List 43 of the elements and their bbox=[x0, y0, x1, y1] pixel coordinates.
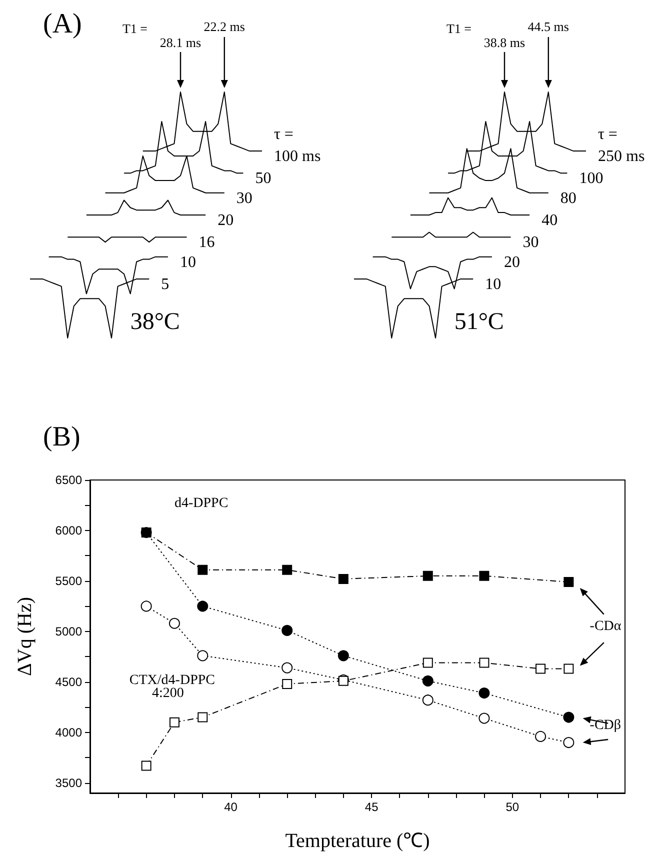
y-tick-label: 3500 bbox=[55, 776, 82, 790]
annotation: -CDα bbox=[590, 619, 622, 634]
text: 28.1 ms bbox=[160, 35, 202, 50]
x-tick-label: 40 bbox=[224, 800, 238, 814]
chart-title: (B) bbox=[43, 422, 80, 452]
series-label: 16 bbox=[198, 234, 215, 252]
text: τ = bbox=[598, 126, 618, 144]
chart-title: (A) bbox=[43, 8, 82, 40]
x-axis-title: Tempterature (℃) bbox=[285, 830, 430, 852]
series-label: 250 ms bbox=[598, 148, 645, 166]
series-label: 80 bbox=[560, 190, 576, 207]
x-tick-label: 50 bbox=[506, 800, 520, 814]
y-tick-label: 5000 bbox=[55, 624, 82, 638]
series-label: 5 bbox=[161, 276, 170, 293]
series-label: 10 bbox=[485, 276, 502, 293]
y-tick-label: 4000 bbox=[55, 725, 82, 740]
text: τ = bbox=[274, 126, 294, 144]
y-axis-title: ΔVq (Hz) bbox=[14, 597, 36, 676]
annotation: CTX/d4-DPPC bbox=[129, 672, 215, 688]
x-tick-label: 45 bbox=[364, 800, 379, 814]
series-label: 10 bbox=[180, 254, 196, 271]
text: T1 = bbox=[446, 21, 472, 36]
series-label: 20 bbox=[504, 254, 520, 271]
series-label: 30 bbox=[522, 234, 539, 252]
y-tick-label: 5500 bbox=[55, 574, 82, 588]
annotation: 4:200 bbox=[152, 686, 184, 702]
annotation: 51°C bbox=[454, 309, 504, 335]
y-tick-label: 6500 bbox=[55, 473, 82, 487]
series-label: 50 bbox=[255, 170, 272, 188]
series-label: 100 bbox=[579, 170, 604, 188]
annotation: 38°C bbox=[130, 309, 180, 335]
text: 44.5 ms bbox=[528, 19, 569, 34]
series-label: 40 bbox=[542, 212, 558, 229]
annotation: -CDβ bbox=[590, 718, 622, 734]
text: T1 = bbox=[122, 21, 148, 36]
text: 38.8 ms bbox=[484, 35, 526, 50]
annotation: d4-DPPC bbox=[174, 496, 228, 512]
text: 22.2 ms bbox=[204, 19, 245, 34]
y-tick-label: 4500 bbox=[55, 674, 82, 689]
y-tick-label: 6000 bbox=[55, 523, 82, 538]
series-label: 20 bbox=[218, 212, 234, 229]
series-label: 30 bbox=[236, 190, 252, 207]
series-label: 100 ms bbox=[274, 148, 321, 166]
